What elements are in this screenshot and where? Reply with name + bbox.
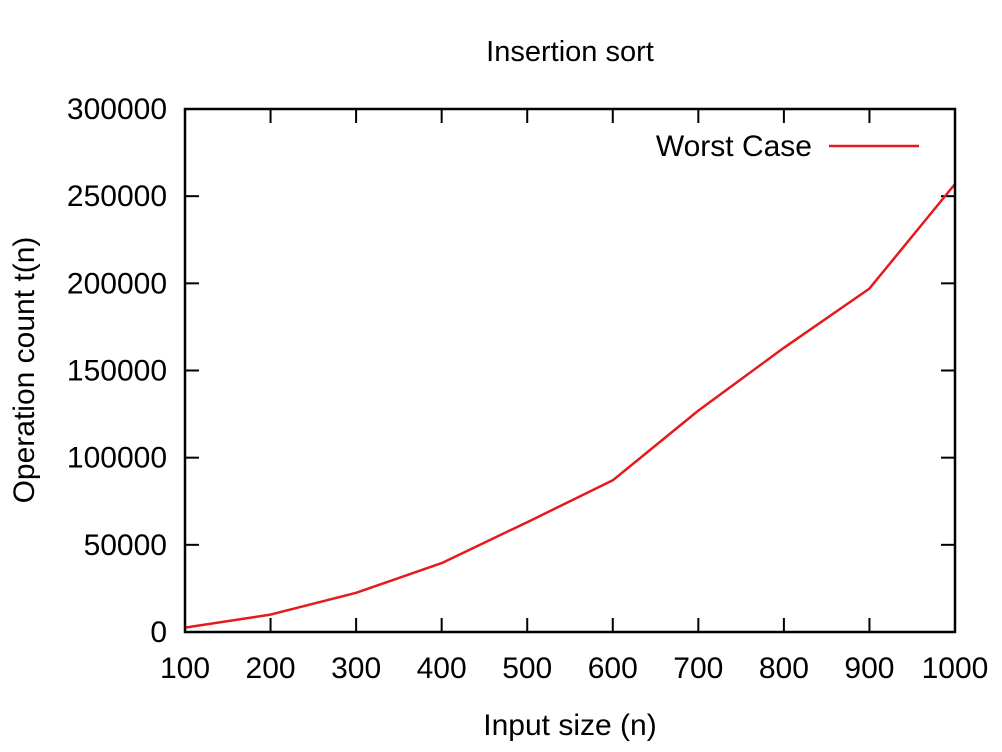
- x-tick-label: 600: [588, 652, 638, 685]
- y-axis-tick-labels: 0 50000 100000 150000 200000 250000 300000: [67, 93, 167, 649]
- x-axis-ticks: [184, 109, 956, 632]
- x-tick-label: 900: [844, 652, 894, 685]
- x-axis-label: Input size (n): [483, 709, 656, 742]
- x-axis-tick-labels: 100 200 300 400 500 600 700 800 900 1000: [160, 652, 988, 685]
- y-tick-label: 100000: [67, 442, 167, 475]
- series-layer: [184, 183, 956, 629]
- y-tick-label: 300000: [67, 93, 167, 126]
- x-tick-label: 200: [246, 652, 296, 685]
- y-tick-label: 200000: [67, 267, 167, 300]
- x-tick-label: 300: [331, 652, 381, 685]
- x-tick-label: 700: [673, 652, 723, 685]
- chart-title: Insertion sort: [486, 36, 654, 68]
- series-line-worst-case: [184, 183, 956, 629]
- legend: Worst Case: [656, 130, 919, 163]
- y-tick-label: 50000: [84, 529, 167, 562]
- legend-label: Worst Case: [656, 130, 812, 163]
- x-tick-label: 800: [759, 652, 809, 685]
- x-tick-label: 500: [502, 652, 552, 685]
- y-axis-ticks: [185, 108, 955, 633]
- plot-frame: [183, 107, 957, 634]
- x-tick-label: 400: [417, 652, 467, 685]
- x-tick-label: 100: [160, 652, 210, 685]
- x-tick-label: 1000: [922, 652, 989, 685]
- y-tick-label: 0: [150, 616, 167, 649]
- y-tick-label: 250000: [67, 180, 167, 213]
- y-tick-label: 150000: [67, 355, 167, 388]
- y-axis-label: Operation count t(n): [8, 237, 41, 504]
